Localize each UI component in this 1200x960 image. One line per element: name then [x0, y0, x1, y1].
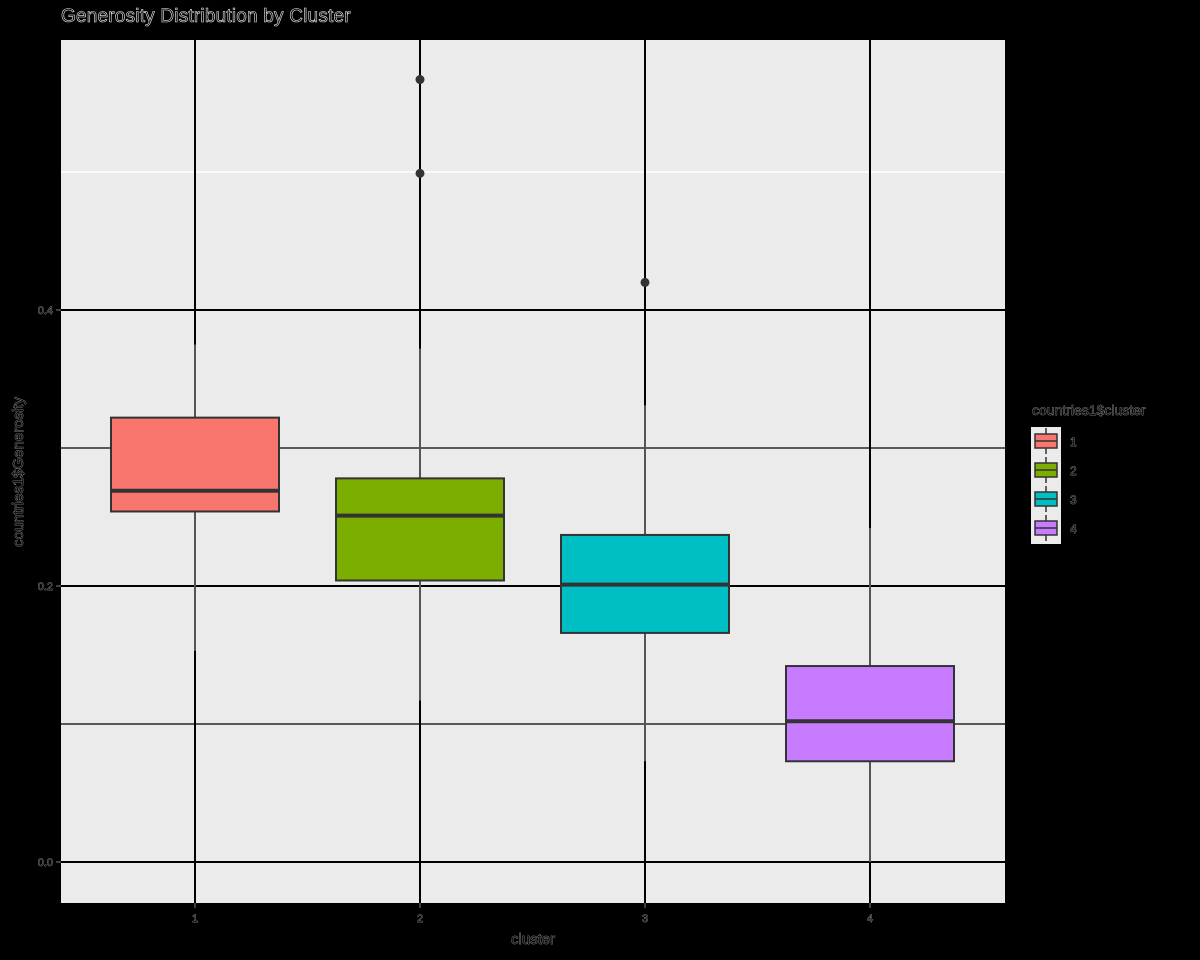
box-cluster-4-box: [785, 665, 955, 763]
legend-title: countries1$cluster: [1032, 402, 1146, 418]
y-axis-label: countries1$Generosity: [10, 396, 27, 547]
legend-label-3: 3: [1070, 493, 1077, 507]
x-tick-label: 1: [192, 913, 198, 925]
box-cluster-2-outlier: [415, 75, 425, 85]
x-tick-label: 3: [642, 913, 648, 925]
box-cluster-1-box: [110, 416, 280, 513]
box-cluster-2-outlier: [415, 168, 425, 178]
legend-label-1: 1: [1070, 435, 1077, 449]
y-tick-label: 0.2: [38, 581, 53, 593]
x-tick-label: 2: [417, 913, 423, 925]
legend-label-4: 4: [1070, 522, 1077, 536]
box-cluster-3-outlier: [640, 277, 650, 287]
box-cluster-2-box: [335, 477, 505, 582]
chart-title: Generosity Distribution by Cluster: [61, 6, 351, 28]
y-tick-label: 0.4: [38, 305, 53, 317]
legend-label-2: 2: [1070, 464, 1077, 478]
y-tick-label: 0.0: [38, 857, 53, 869]
x-axis-label: cluster: [511, 931, 555, 948]
x-tick-label: 4: [867, 913, 873, 925]
